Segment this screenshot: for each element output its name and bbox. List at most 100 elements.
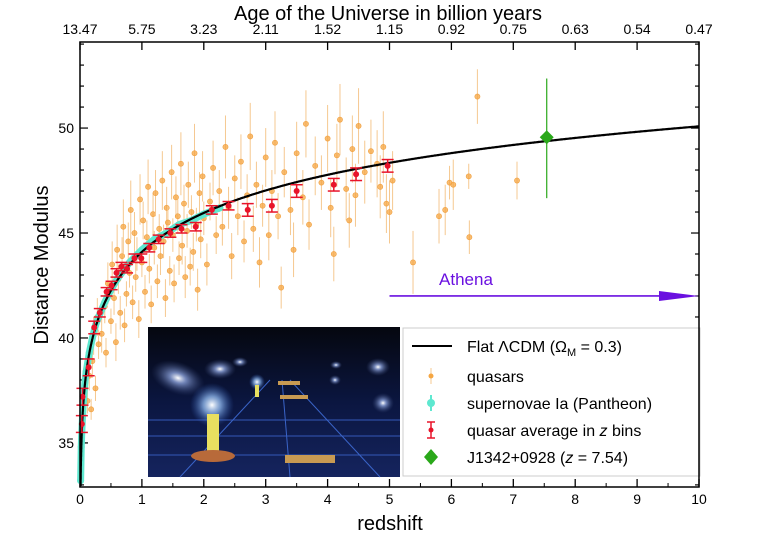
x-tick-label: 2 (200, 491, 208, 507)
y-tick-label: 45 (58, 225, 74, 241)
quasar-point (114, 246, 121, 253)
top-tick-label: 5.75 (128, 21, 155, 37)
quasar-point (247, 133, 254, 140)
quasar-point (120, 223, 127, 230)
bin-point (167, 230, 174, 237)
quasar-point (368, 148, 374, 155)
binned-series (75, 158, 394, 434)
quasar-point (514, 177, 520, 184)
quasar-point (145, 183, 151, 190)
quasar-point (173, 194, 179, 201)
top-tick-label: 1.15 (376, 21, 403, 37)
y-tick-label: 50 (58, 120, 74, 136)
bin-point (146, 244, 153, 251)
quasar-point (361, 169, 368, 176)
x-tick-label: 8 (571, 491, 579, 507)
quasar-point (287, 207, 294, 213)
bin-point (85, 364, 92, 371)
quasar-point (272, 139, 278, 146)
quasar-point (151, 244, 158, 251)
athena-annotation: Athena (389, 270, 699, 301)
quasar-point (119, 253, 125, 260)
quasar-point (436, 213, 442, 220)
top-tick-label: 0.75 (500, 21, 527, 37)
quasar-point (278, 284, 285, 291)
quasar-point (143, 234, 150, 241)
bin-point (225, 202, 232, 209)
top-tick-label: 0.54 (623, 21, 650, 37)
j1342-point (539, 78, 554, 199)
bin-point (138, 255, 145, 262)
quasar-point (253, 181, 260, 188)
bin-point (108, 282, 115, 289)
quasar-point (92, 385, 99, 392)
quasar-point (349, 146, 356, 152)
quasar-point (142, 288, 148, 295)
quasar-point (466, 234, 473, 241)
quasar-point (265, 232, 272, 239)
quasar-point (123, 290, 130, 297)
bin-point (192, 223, 199, 230)
quasar-point (164, 219, 171, 226)
quasar-point (203, 261, 210, 268)
x-tick-label: 3 (262, 491, 270, 507)
quasar-point (187, 263, 194, 270)
athena-arrowhead (659, 290, 699, 301)
quasar-point (337, 116, 343, 123)
bin-point (96, 309, 103, 316)
quasar-point (190, 249, 197, 255)
quasar-point (131, 230, 138, 236)
x-tick-label: 6 (448, 491, 456, 507)
quasar-point (109, 261, 116, 268)
legend: Flat ΛCDM (ΩM = 0.3) quasars supernovae … (402, 327, 701, 477)
quasar-point (241, 238, 247, 245)
quasar-point (293, 150, 300, 157)
bin-point (131, 255, 138, 262)
quasar-point (179, 242, 186, 249)
bin-point (155, 236, 162, 243)
x-tick-label: 4 (324, 491, 332, 507)
quasar-point (162, 295, 169, 301)
bin-point (330, 181, 337, 188)
quasar-point (352, 192, 359, 199)
quasar-point (312, 162, 319, 169)
legend-supernovae: supernovae Ia (Pantheon) (467, 396, 652, 413)
x-tick-label: 10 (691, 491, 707, 507)
quasar-point (324, 135, 331, 142)
x-tick-label: 0 (76, 491, 84, 507)
quasar-point (117, 309, 124, 316)
quasar-point (157, 253, 164, 260)
quasar-point (250, 225, 257, 232)
quasar-point (306, 221, 312, 228)
quasar-point (95, 341, 102, 348)
quasar-point (474, 93, 481, 100)
quasar-point (196, 190, 203, 197)
quasar-point (168, 169, 175, 176)
x-tick-label: 5 (386, 491, 394, 507)
quasar-point (355, 123, 362, 129)
x-tick-label: 9 (633, 491, 641, 507)
quasar-point (210, 165, 216, 171)
quasar-point (113, 339, 119, 346)
quasar-point (330, 251, 337, 257)
x-tick-label: 7 (509, 491, 517, 507)
quasar-point (231, 175, 238, 182)
lcdm-curve (79, 125, 700, 487)
quasar-point (234, 213, 241, 220)
top-tick-label: 2.11 (253, 21, 279, 37)
quasar-point (318, 179, 325, 186)
quasar-point (171, 280, 177, 287)
quasar-point (191, 150, 198, 157)
quasar-point (103, 349, 109, 356)
quasar-point (333, 152, 340, 159)
top-tick-label: 3.23 (190, 21, 217, 37)
quasar-point (442, 207, 449, 213)
bin-point (124, 265, 131, 272)
quasar-point (188, 209, 195, 215)
top-tick-label: 0.92 (438, 21, 465, 37)
quasar-point (111, 295, 117, 301)
bin-point (208, 206, 215, 213)
top-tick-label: 0.47 (685, 21, 712, 37)
quasar-point (303, 120, 309, 127)
